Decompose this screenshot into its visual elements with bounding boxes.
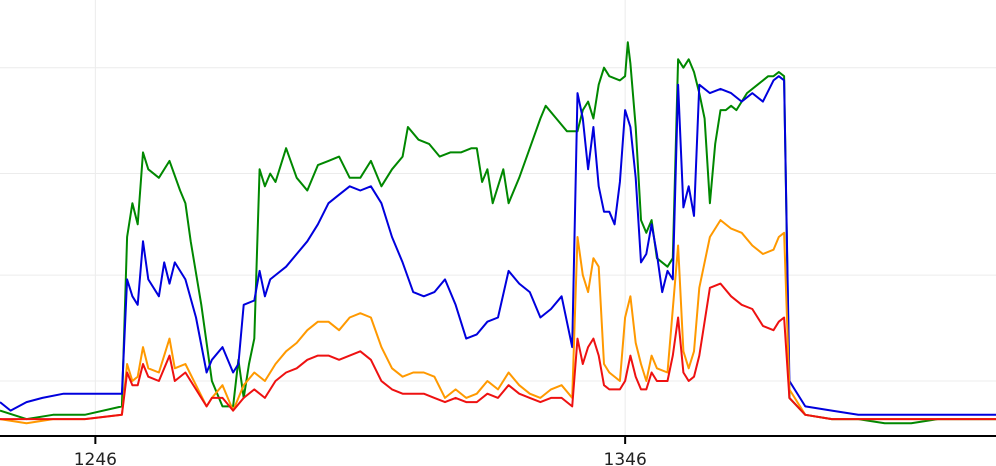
series-line-3 — [0, 219, 996, 425]
x-tick-label: 1246 — [74, 450, 117, 466]
series-line-4 — [0, 282, 996, 421]
x-axis: 1246 1346 — [0, 435, 996, 466]
series-line-1 — [0, 41, 996, 425]
series-group — [0, 41, 996, 425]
series-line-2 — [0, 75, 996, 416]
x-tick-label: 1346 — [604, 450, 647, 466]
grid-lines — [0, 0, 996, 436]
